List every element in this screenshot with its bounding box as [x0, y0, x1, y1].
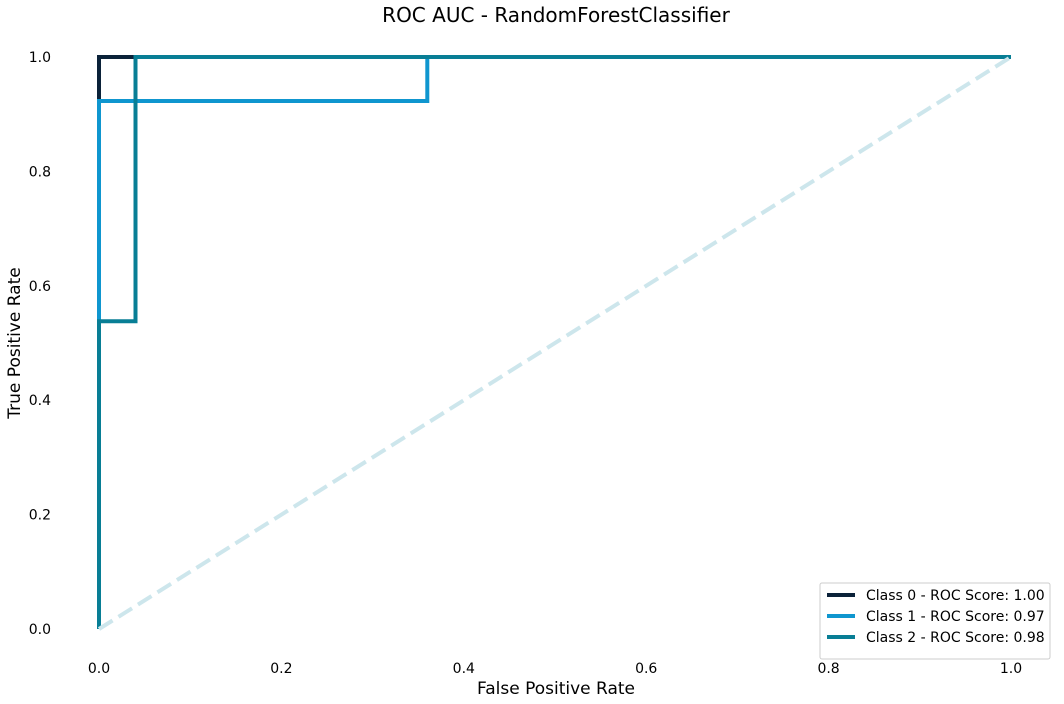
y-tick-label: 1.0	[29, 50, 51, 66]
y-axis-title: True Positive Rate	[5, 267, 25, 419]
legend-box	[819, 582, 1051, 660]
chart-title: ROC AUC - RandomForestClassifier	[382, 3, 730, 27]
x-axis-ticks: 0.0 0.2 0.4 0.6 0.8 1.0	[88, 661, 1022, 677]
y-tick-label: 0.6	[29, 279, 51, 295]
legend-label: Class 0 - ROC Score: 1.00	[866, 588, 1045, 604]
roc-curve-class-2	[97, 55, 1011, 629]
x-tick-label: 0.4	[453, 661, 475, 677]
legend-label: Class 2 - ROC Score: 0.98	[866, 630, 1045, 646]
x-tick-label: 1.0	[1000, 661, 1022, 677]
y-tick-label: 0.4	[29, 393, 51, 409]
x-tick-label: 0.8	[817, 661, 839, 677]
x-tick-label: 0.6	[635, 661, 657, 677]
plot-area	[97, 55, 1013, 631]
chance-reference-line	[97, 55, 1013, 631]
y-tick-label: 0.8	[29, 164, 51, 180]
y-axis-ticks: 0.0 0.2 0.4 0.6 0.8 1.0	[29, 50, 51, 638]
x-tick-label: 0.2	[270, 661, 292, 677]
legend-label: Class 1 - ROC Score: 0.97	[866, 609, 1045, 625]
x-tick-label: 0.0	[88, 661, 110, 677]
y-tick-label: 0.0	[29, 622, 51, 638]
y-tick-label: 0.2	[29, 508, 51, 524]
legend: Class 0 - ROC Score: 1.00 Class 1 - ROC S…	[819, 582, 1051, 660]
x-axis-title: False Positive Rate	[477, 679, 635, 699]
